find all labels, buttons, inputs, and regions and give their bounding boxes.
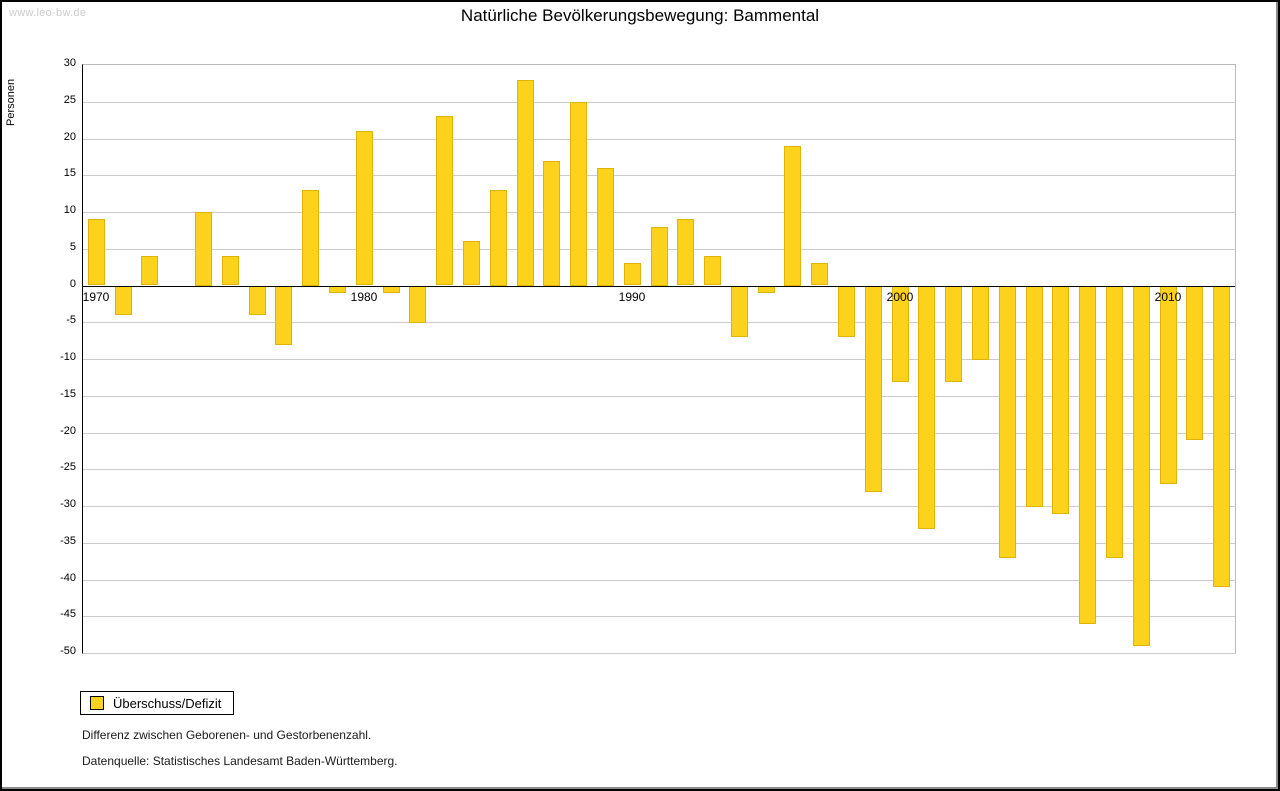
- bar-1980: [356, 131, 373, 285]
- bar-2011: [1186, 286, 1203, 440]
- y-tick-label-30: 30: [63, 57, 76, 69]
- y-tick-label--30: -30: [60, 498, 76, 510]
- bar-2012: [1213, 286, 1230, 587]
- x-tick-label-1970: 1970: [82, 290, 110, 304]
- y-tick-label-25: 25: [63, 94, 76, 106]
- legend-label: Überschuss/Defizit: [113, 695, 222, 711]
- bar-2006: [1052, 286, 1069, 514]
- y-tick-label-20: 20: [63, 131, 76, 143]
- bar-2007: [1079, 286, 1096, 624]
- bar-2008: [1106, 286, 1123, 558]
- bar-1990: [624, 263, 641, 285]
- bar-1974: [195, 212, 212, 286]
- zero-axis-line: [83, 286, 1235, 287]
- y-tick-label-10: 10: [63, 204, 76, 216]
- y-tick-label--40: -40: [60, 572, 76, 584]
- gridline--10: [83, 359, 1235, 360]
- x-tick-label-2010: 2010: [1154, 290, 1182, 304]
- bar-1992: [677, 219, 694, 285]
- bar-1987: [543, 161, 560, 286]
- gridline--5: [83, 322, 1235, 323]
- x-tick-label-1980: 1980: [350, 290, 378, 304]
- footnote-description: Differenz zwischen Geborenen- und Gestor…: [82, 728, 372, 742]
- y-tick-label--5: -5: [66, 314, 76, 326]
- bar-1999: [865, 286, 882, 492]
- bar-1978: [302, 190, 319, 286]
- bar-2002: [945, 286, 962, 382]
- bar-1989: [597, 168, 614, 286]
- bar-2010: [1160, 286, 1177, 484]
- gridline-20: [83, 139, 1235, 140]
- gridline--30: [83, 506, 1235, 507]
- bar-1993: [704, 256, 721, 285]
- y-axis-tick-labels: 30 25 20 15 10 5 0 -5 -10 -15 -20 -25 -30 -35 -40 -45 -5…: [2, 2, 76, 789]
- chart-title: Natürliche Bevölkerungsbewegung: Bamment…: [460, 6, 820, 25]
- bar-1988: [570, 102, 587, 286]
- bar-2004: [999, 286, 1016, 558]
- bar-1997: [811, 263, 828, 285]
- bar-1982: [409, 286, 426, 323]
- bar-1977: [275, 286, 292, 345]
- gridline--15: [83, 396, 1235, 397]
- x-tick-label-1990: 1990: [618, 290, 646, 304]
- bar-1983: [436, 116, 453, 285]
- y-tick-label--25: -25: [60, 461, 76, 473]
- bar-2005: [1026, 286, 1043, 507]
- gridline--35: [83, 543, 1235, 544]
- plot-area: 1970 1980 1990 2000 2010: [82, 64, 1236, 654]
- y-tick-label-0: 0: [69, 278, 76, 290]
- gridline--20: [83, 433, 1235, 434]
- gridline--25: [83, 469, 1235, 470]
- gridline-25: [83, 102, 1235, 103]
- y-tick-label--15: -15: [60, 388, 76, 400]
- gridline-10: [83, 212, 1235, 213]
- y-tick-label-5: 5: [69, 241, 76, 253]
- footnote-source: Datenquelle: Statistisches Landesamt Bad…: [82, 754, 398, 768]
- gridline--45: [83, 616, 1235, 617]
- bar-1998: [838, 286, 855, 337]
- y-tick-label--45: -45: [60, 608, 76, 620]
- bar-1970: [88, 219, 105, 285]
- legend: Überschuss/Defizit: [80, 691, 235, 715]
- legend-swatch-icon: [90, 696, 104, 710]
- bar-2001: [918, 286, 935, 529]
- bar-1975: [222, 256, 239, 285]
- y-tick-label-15: 15: [63, 167, 76, 179]
- y-tick-label--10: -10: [60, 351, 76, 363]
- x-tick-label-2000: 2000: [886, 290, 914, 304]
- bar-1991: [651, 227, 668, 286]
- bar-1972: [141, 256, 158, 285]
- bar-2003: [972, 286, 989, 360]
- bar-1984: [463, 241, 480, 285]
- bar-1976: [249, 286, 266, 315]
- bar-1985: [490, 190, 507, 286]
- bar-1994: [731, 286, 748, 337]
- watermark: www.leo-bw.de: [9, 7, 87, 19]
- gridline-15: [83, 175, 1235, 176]
- bar-2009: [1133, 286, 1150, 646]
- y-tick-label--35: -35: [60, 535, 76, 547]
- bar-1995: [758, 286, 775, 293]
- y-tick-label--20: -20: [60, 425, 76, 437]
- bar-1986: [517, 80, 534, 286]
- bar-1996: [784, 146, 801, 286]
- gridline--40: [83, 580, 1235, 581]
- y-tick-label--50: -50: [60, 645, 76, 657]
